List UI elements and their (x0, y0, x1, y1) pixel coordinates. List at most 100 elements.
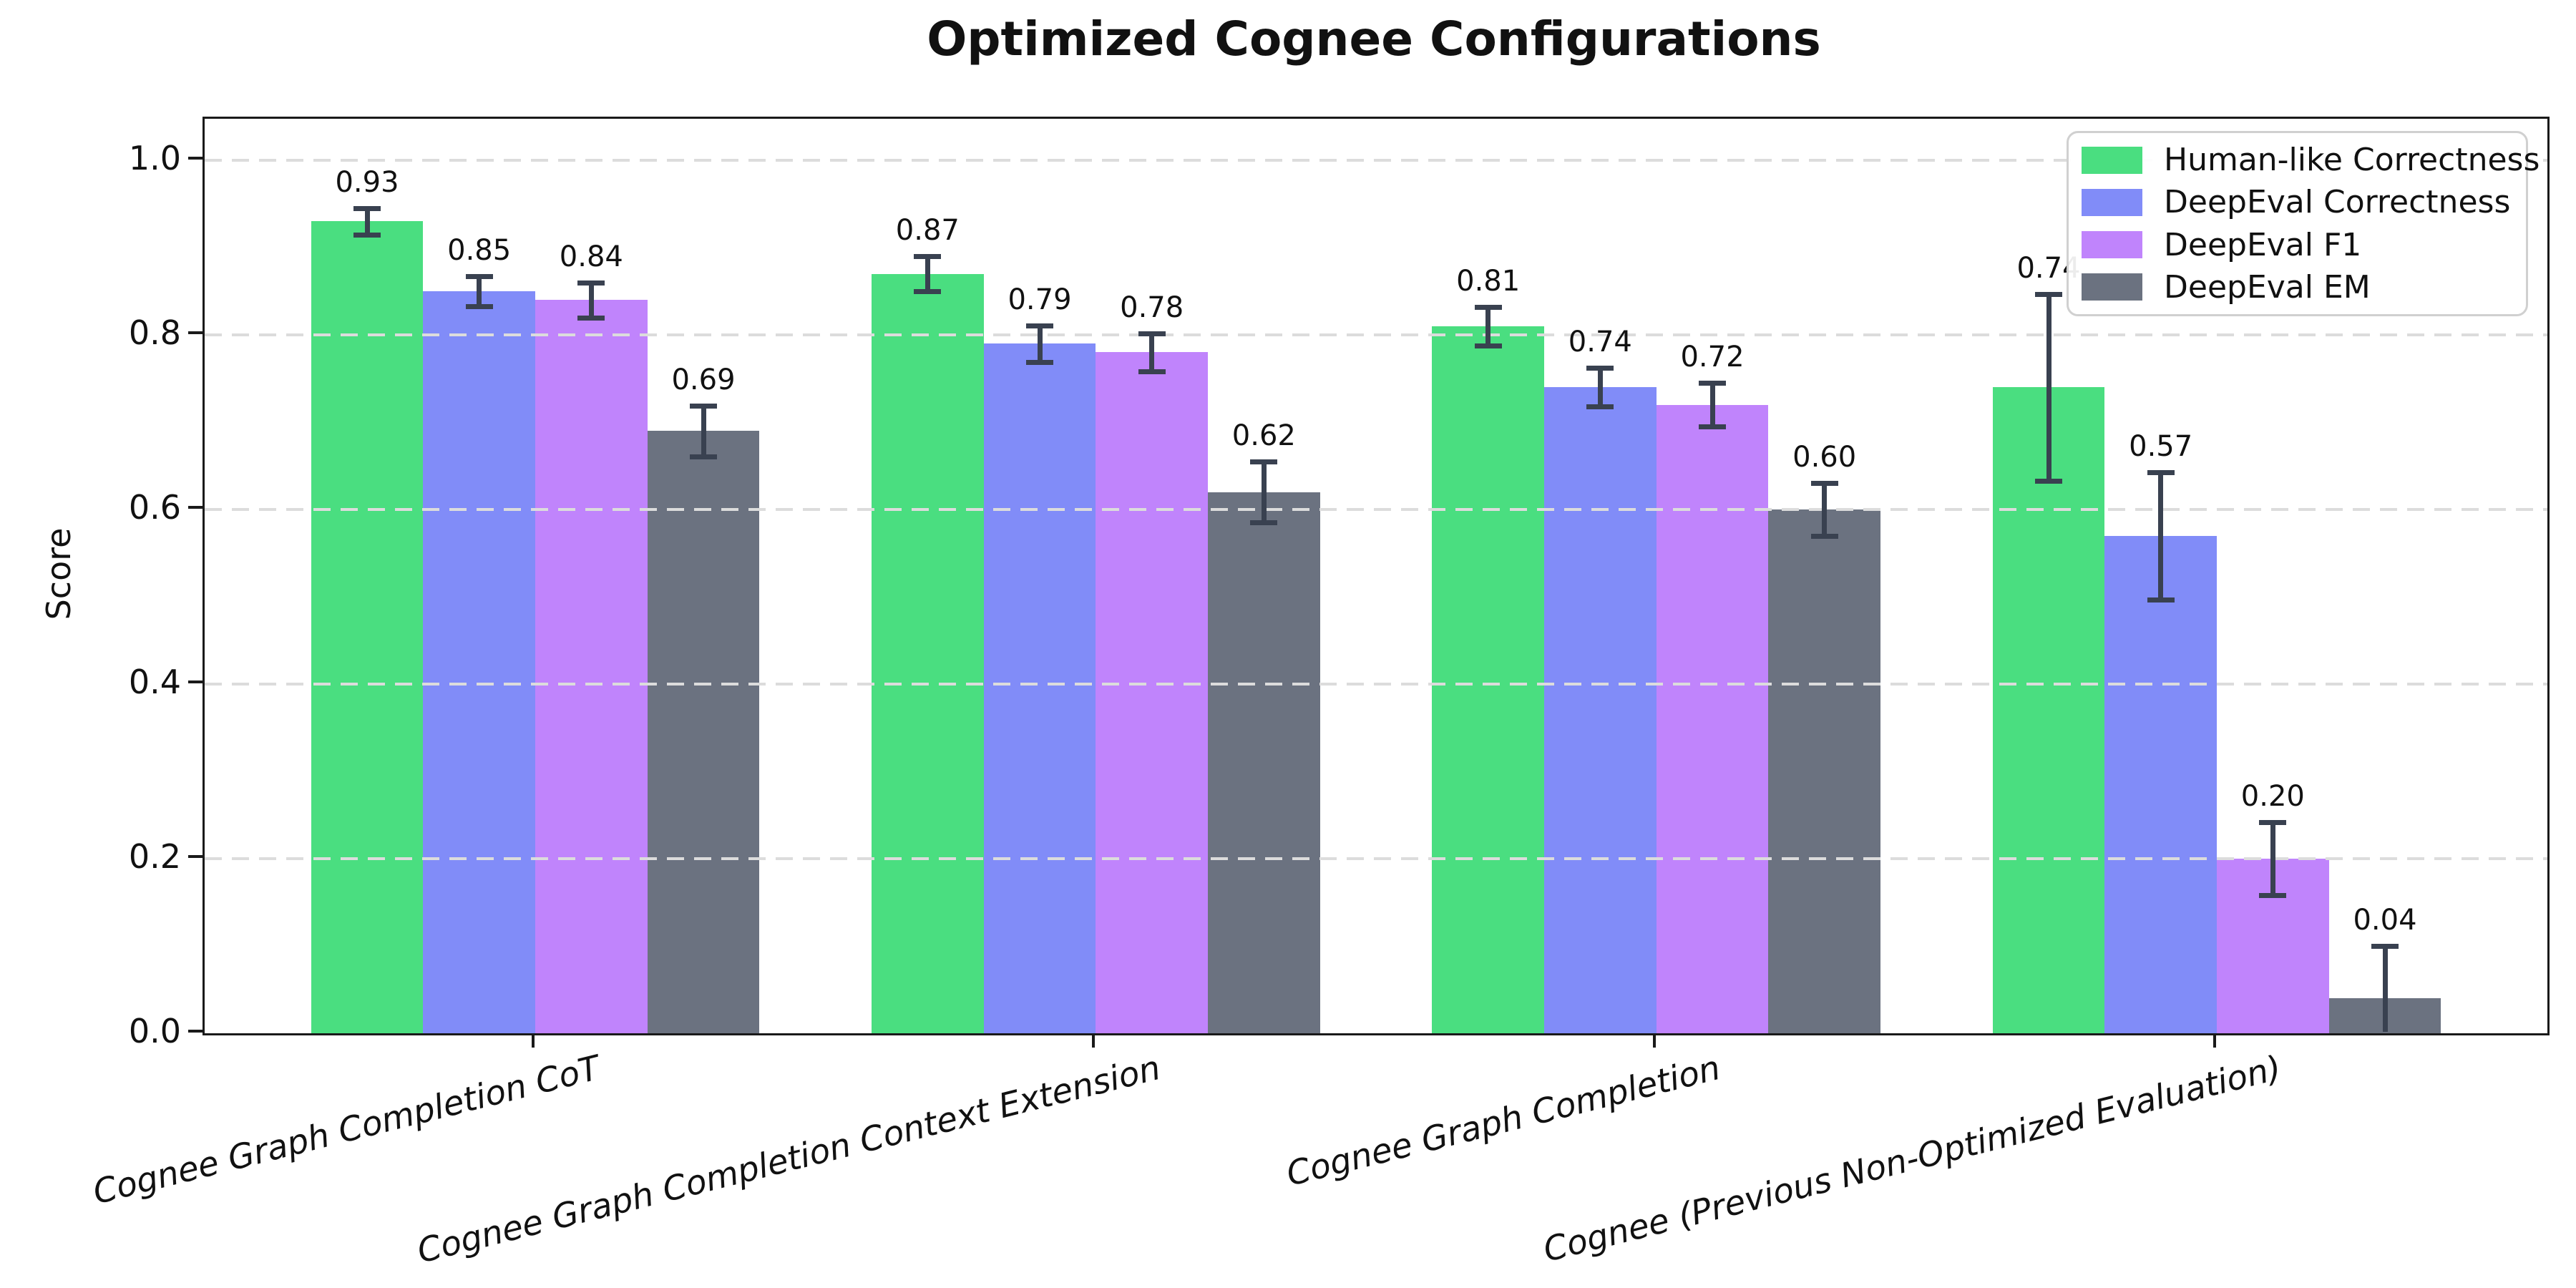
gridline (205, 857, 2547, 860)
error-bar-cap-top (914, 254, 942, 260)
error-bar-cap-top (1699, 381, 1726, 386)
error-bar (2158, 472, 2164, 600)
bar-value-label: 0.81 (1456, 264, 1521, 298)
chart-title: Optimized Cognee Configurations (927, 11, 1821, 67)
bar-1-1 (983, 343, 1096, 1033)
bar-value-label: 0.72 (1680, 341, 1745, 374)
y-tick (188, 680, 203, 683)
bar-value-label: 0.79 (1008, 283, 1072, 316)
error-bar-cap-bottom (914, 289, 942, 294)
bar-1-0 (423, 291, 536, 1033)
error-bar-cap-bottom (1026, 359, 1053, 365)
bar-3-2 (1768, 509, 1881, 1033)
error-bar-cap-top (1250, 459, 1278, 464)
legend-label: Human-like Correctness (2164, 142, 2540, 179)
error-bar-cap-bottom (1250, 520, 1278, 526)
bar-0-1 (872, 273, 984, 1033)
y-tick (188, 855, 203, 858)
gridline (205, 683, 2547, 686)
error-bar-cap-bottom (465, 303, 493, 309)
x-tick (532, 1033, 535, 1048)
error-bar-cap-top (353, 206, 381, 212)
error-bar-cap-top (1810, 481, 1838, 487)
x-tick (1652, 1033, 1656, 1048)
error-bar (924, 256, 930, 291)
y-tick-label: 1.0 (128, 139, 181, 177)
x-tick (2213, 1033, 2216, 1048)
y-tick (188, 157, 203, 160)
legend-label: DeepEval EM (2164, 268, 2371, 306)
bar-0-2 (1432, 326, 1545, 1033)
bar-value-label: 0.04 (2353, 904, 2417, 937)
error-bar-cap-bottom (2259, 893, 2287, 899)
error-bar (2382, 946, 2388, 1032)
y-tick (188, 506, 203, 509)
bar-3-1 (1208, 492, 1320, 1033)
error-bar (1485, 306, 1491, 346)
x-tick-label: Cognee Graph Completion CoT (89, 1048, 604, 1213)
bar-2-2 (1656, 404, 1769, 1033)
legend-swatch-icon (2082, 231, 2142, 259)
error-bar-cap-top (2035, 291, 2062, 297)
error-bar (2046, 293, 2051, 481)
bar-value-label: 0.74 (1568, 326, 1632, 359)
error-bar-cap-bottom (577, 315, 605, 321)
bar-3-0 (647, 431, 760, 1033)
error-bar-cap-bottom (2035, 478, 2062, 484)
gridline (205, 508, 2547, 511)
legend-swatch-icon (2082, 273, 2142, 301)
error-bar (1597, 368, 1603, 407)
error-bar-cap-bottom (1810, 533, 1838, 539)
legend-swatch-icon (2082, 146, 2142, 174)
bar-value-label: 0.69 (671, 363, 736, 396)
error-bar-cap-top (2259, 819, 2287, 825)
error-bar-cap-top (690, 403, 717, 409)
error-bar-cap-top (2371, 944, 2399, 949)
legend-label: DeepEval Correctness (2164, 184, 2511, 221)
bar-value-label: 0.60 (1792, 441, 1857, 474)
x-tick (1092, 1033, 1096, 1048)
legend-swatch-icon (2082, 188, 2142, 216)
legend-label: DeepEval F1 (2164, 226, 2362, 263)
y-tick (188, 1030, 203, 1033)
bar-1-3 (2104, 535, 2218, 1033)
error-bar (2270, 821, 2275, 896)
legend: Human-like Correctness DeepEval Correctne… (2067, 131, 2540, 316)
bar-value-label: 0.57 (2129, 429, 2193, 463)
error-bar-cap-bottom (2147, 597, 2175, 602)
y-tick-label: 0.8 (128, 313, 181, 352)
bar-0-0 (311, 221, 424, 1033)
error-bar-cap-top (1474, 304, 1502, 310)
bar-value-label: 0.93 (335, 166, 399, 200)
y-tick-label: 0.6 (128, 488, 181, 527)
bar-1-2 (1544, 387, 1657, 1033)
bar-2-1 (1096, 352, 1209, 1033)
bar-value-label: 0.84 (559, 240, 623, 273)
bar-value-label: 0.62 (1231, 419, 1296, 452)
legend-item: DeepEval EM (2082, 266, 2526, 308)
x-tick-label: Cognee Graph Completion (1282, 1048, 1724, 1194)
error-bar-cap-bottom (690, 454, 717, 459)
bar-value-label: 0.85 (447, 234, 512, 268)
legend-item: Human-like Correctness (2082, 139, 2540, 181)
bar-value-label: 0.78 (1120, 291, 1184, 324)
error-bar (477, 276, 482, 306)
error-bar (1037, 325, 1043, 362)
gridline (205, 333, 2547, 336)
error-bar (1149, 333, 1155, 372)
error-bar-cap-bottom (1138, 369, 1166, 375)
gridline (205, 159, 2547, 162)
error-bar-cap-bottom (353, 232, 381, 238)
y-tick-label: 0.4 (128, 663, 181, 701)
error-bar (588, 282, 594, 318)
error-bar-cap-top (1586, 366, 1614, 371)
error-bar (1261, 461, 1267, 523)
error-bar-cap-bottom (1474, 343, 1502, 348)
error-bar-cap-top (2147, 469, 2175, 475)
error-bar (701, 405, 706, 457)
y-tick (188, 331, 203, 334)
legend-item: DeepEval Correctness (2082, 181, 2526, 223)
y-tick-label: 0.0 (128, 1012, 181, 1050)
error-bar-cap-bottom (1699, 424, 1726, 430)
